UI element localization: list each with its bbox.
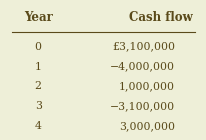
Text: Cash flow: Cash flow: [128, 11, 192, 24]
Text: 4: 4: [35, 121, 41, 131]
Text: −3,100,000: −3,100,000: [109, 101, 174, 111]
Text: Year: Year: [24, 11, 52, 24]
Text: 1: 1: [34, 62, 41, 72]
Text: £3,100,000: £3,100,000: [111, 42, 174, 52]
Text: 0: 0: [34, 42, 41, 52]
Text: −4,000,000: −4,000,000: [109, 62, 174, 72]
Text: 3: 3: [34, 101, 41, 111]
Text: 3,000,000: 3,000,000: [118, 121, 174, 131]
Text: 2: 2: [34, 81, 41, 91]
Text: 1,000,000: 1,000,000: [118, 81, 174, 91]
